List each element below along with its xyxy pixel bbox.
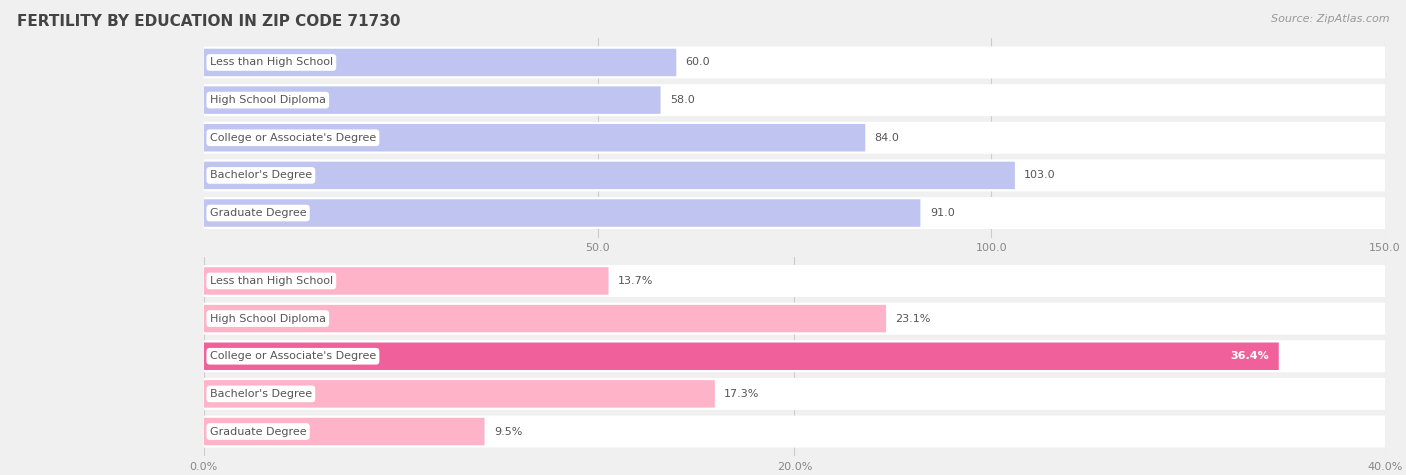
- Text: High School Diploma: High School Diploma: [209, 95, 326, 105]
- FancyBboxPatch shape: [204, 162, 1015, 189]
- Text: FERTILITY BY EDUCATION IN ZIP CODE 71730: FERTILITY BY EDUCATION IN ZIP CODE 71730: [17, 14, 401, 29]
- Text: Source: ZipAtlas.com: Source: ZipAtlas.com: [1271, 14, 1389, 24]
- FancyBboxPatch shape: [204, 84, 1385, 116]
- FancyBboxPatch shape: [204, 200, 921, 227]
- FancyBboxPatch shape: [204, 47, 1385, 78]
- Text: 9.5%: 9.5%: [494, 427, 522, 437]
- Text: College or Associate's Degree: College or Associate's Degree: [209, 351, 375, 361]
- FancyBboxPatch shape: [204, 267, 609, 294]
- FancyBboxPatch shape: [204, 49, 676, 76]
- Text: 103.0: 103.0: [1025, 171, 1056, 180]
- FancyBboxPatch shape: [204, 305, 886, 332]
- Text: 91.0: 91.0: [929, 208, 955, 218]
- FancyBboxPatch shape: [204, 303, 1385, 334]
- Text: High School Diploma: High School Diploma: [209, 314, 326, 323]
- FancyBboxPatch shape: [204, 380, 714, 408]
- FancyBboxPatch shape: [204, 122, 1385, 154]
- Text: 17.3%: 17.3%: [724, 389, 759, 399]
- Text: 13.7%: 13.7%: [617, 276, 654, 286]
- Text: College or Associate's Degree: College or Associate's Degree: [209, 133, 375, 143]
- Text: 36.4%: 36.4%: [1230, 351, 1270, 361]
- FancyBboxPatch shape: [204, 342, 1279, 370]
- FancyBboxPatch shape: [204, 86, 661, 114]
- FancyBboxPatch shape: [204, 340, 1385, 372]
- Text: 58.0: 58.0: [671, 95, 695, 105]
- Text: 84.0: 84.0: [875, 133, 900, 143]
- FancyBboxPatch shape: [204, 378, 1385, 410]
- Text: Less than High School: Less than High School: [209, 276, 333, 286]
- FancyBboxPatch shape: [204, 416, 1385, 447]
- FancyBboxPatch shape: [204, 265, 1385, 297]
- Text: Bachelor's Degree: Bachelor's Degree: [209, 171, 312, 180]
- Text: Graduate Degree: Graduate Degree: [209, 427, 307, 437]
- Text: Bachelor's Degree: Bachelor's Degree: [209, 389, 312, 399]
- FancyBboxPatch shape: [204, 197, 1385, 229]
- Text: Graduate Degree: Graduate Degree: [209, 208, 307, 218]
- FancyBboxPatch shape: [204, 418, 485, 445]
- FancyBboxPatch shape: [204, 160, 1385, 191]
- Text: Less than High School: Less than High School: [209, 57, 333, 67]
- Text: 23.1%: 23.1%: [896, 314, 931, 323]
- Text: 60.0: 60.0: [686, 57, 710, 67]
- FancyBboxPatch shape: [204, 124, 865, 152]
